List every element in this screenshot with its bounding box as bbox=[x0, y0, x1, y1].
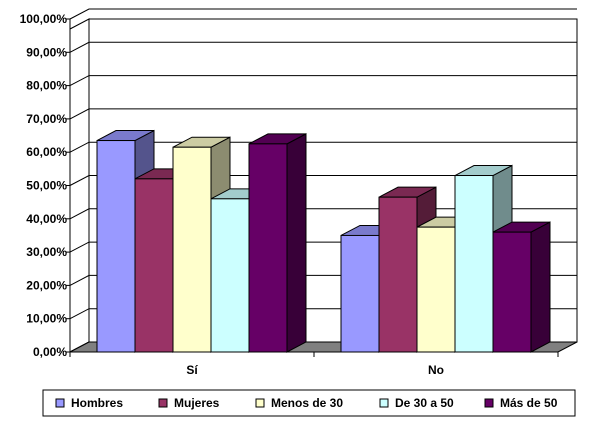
legend-item: Menos de 30 bbox=[255, 396, 343, 410]
y-tick-label: 10,00% bbox=[26, 312, 67, 326]
bar-side bbox=[286, 133, 307, 353]
gridline bbox=[69, 108, 577, 120]
y-tick-label: 70,00% bbox=[26, 112, 67, 126]
x-tick-label: No bbox=[428, 363, 444, 377]
bar-front bbox=[172, 146, 212, 353]
gridline bbox=[69, 8, 577, 20]
x-tick-label: Sí bbox=[186, 363, 198, 377]
y-tick-label: 0,00% bbox=[33, 345, 67, 359]
legend-item: Mujeres bbox=[158, 396, 220, 410]
bar-front bbox=[210, 198, 250, 353]
legend-label: Hombres bbox=[71, 396, 123, 410]
y-tick-label: 20,00% bbox=[26, 278, 67, 292]
gridline bbox=[69, 175, 577, 186]
y-tick-label: 100,00% bbox=[20, 12, 68, 26]
bar-front bbox=[454, 175, 494, 353]
bar-front bbox=[96, 140, 136, 353]
legend-label: De 30 a 50 bbox=[395, 396, 454, 410]
bars-layer bbox=[96, 129, 551, 353]
bar-side bbox=[530, 221, 551, 353]
bar-front bbox=[416, 226, 456, 353]
gridline bbox=[69, 75, 577, 87]
legend-swatch bbox=[379, 398, 389, 408]
legend: Hombres Mujeres Menos de 30 De 30 a 50 Más d… bbox=[42, 389, 576, 417]
legend-label: Más de 50 bbox=[500, 396, 558, 410]
bar-m-s-de-50-1 bbox=[492, 221, 551, 353]
legend-item: De 30 a 50 bbox=[379, 396, 454, 410]
gridline bbox=[69, 141, 577, 153]
legend-swatch bbox=[158, 398, 168, 408]
y-tick-label: 40,00% bbox=[26, 212, 67, 226]
legend-item: Hombres bbox=[55, 396, 123, 410]
bar-m-s-de-50-0 bbox=[248, 133, 307, 353]
y-tick-label: 50,00% bbox=[26, 179, 67, 193]
bar-front bbox=[378, 196, 418, 353]
legend-label: Mujeres bbox=[174, 396, 220, 410]
y-tick-label: 80,00% bbox=[26, 79, 67, 93]
bar-front bbox=[340, 234, 380, 353]
bar-front bbox=[492, 231, 532, 353]
y-tick-label: 60,00% bbox=[26, 145, 67, 159]
side-wall bbox=[69, 18, 90, 353]
bar-front bbox=[134, 178, 174, 353]
legend-swatch bbox=[255, 398, 265, 408]
y-tick-label: 90,00% bbox=[26, 45, 67, 59]
y-axis-ticks: 0,00% 10,00% 20,00% 30,00% 40,00% 50,00% 60,00… bbox=[20, 12, 71, 359]
legend-swatch bbox=[484, 398, 494, 408]
legend-item: Más de 50 bbox=[484, 396, 558, 410]
x-axis-ticks: Sí No bbox=[69, 351, 559, 377]
bar-front bbox=[248, 143, 288, 353]
y-tick-label: 30,00% bbox=[26, 245, 67, 259]
gridline bbox=[69, 41, 577, 53]
legend-label: Menos de 30 bbox=[271, 396, 343, 410]
legend-swatch bbox=[55, 398, 65, 408]
